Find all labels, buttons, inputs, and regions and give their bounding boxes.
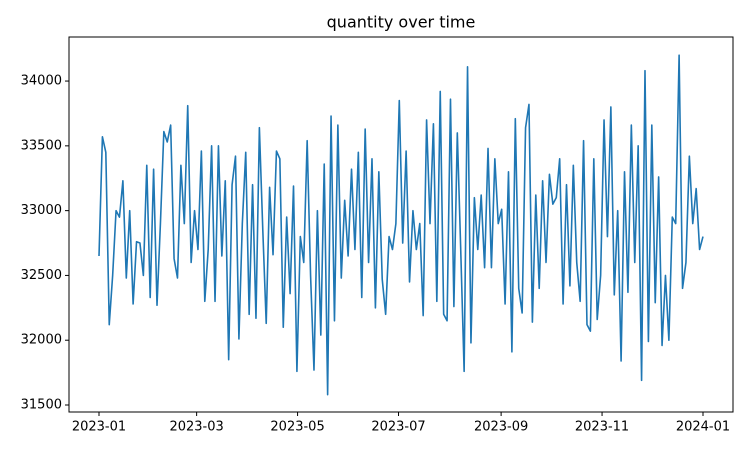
- data-line: [98, 54, 704, 396]
- x-tick-label: 2023-09: [474, 420, 528, 435]
- x-tick-label: 2023-03: [169, 420, 223, 435]
- x-tick-label: 2024-01: [676, 420, 730, 435]
- x-tick-label: 2023-05: [270, 420, 324, 435]
- x-tick-label: 2023-07: [371, 420, 425, 435]
- y-tick-label: 32000: [21, 333, 62, 348]
- y-tick-label: 33500: [21, 138, 62, 153]
- chart-title: quantity over time: [327, 13, 476, 32]
- y-tick-label: 34000: [21, 74, 62, 89]
- y-tick-label: 33000: [21, 203, 62, 218]
- y-tick-label: 32500: [21, 268, 62, 283]
- x-tick-label: 2023-01: [72, 420, 126, 435]
- plot-frame: [68, 36, 734, 413]
- x-tick-label: 2023-11: [575, 420, 629, 435]
- y-tick-label: 31500: [21, 398, 62, 413]
